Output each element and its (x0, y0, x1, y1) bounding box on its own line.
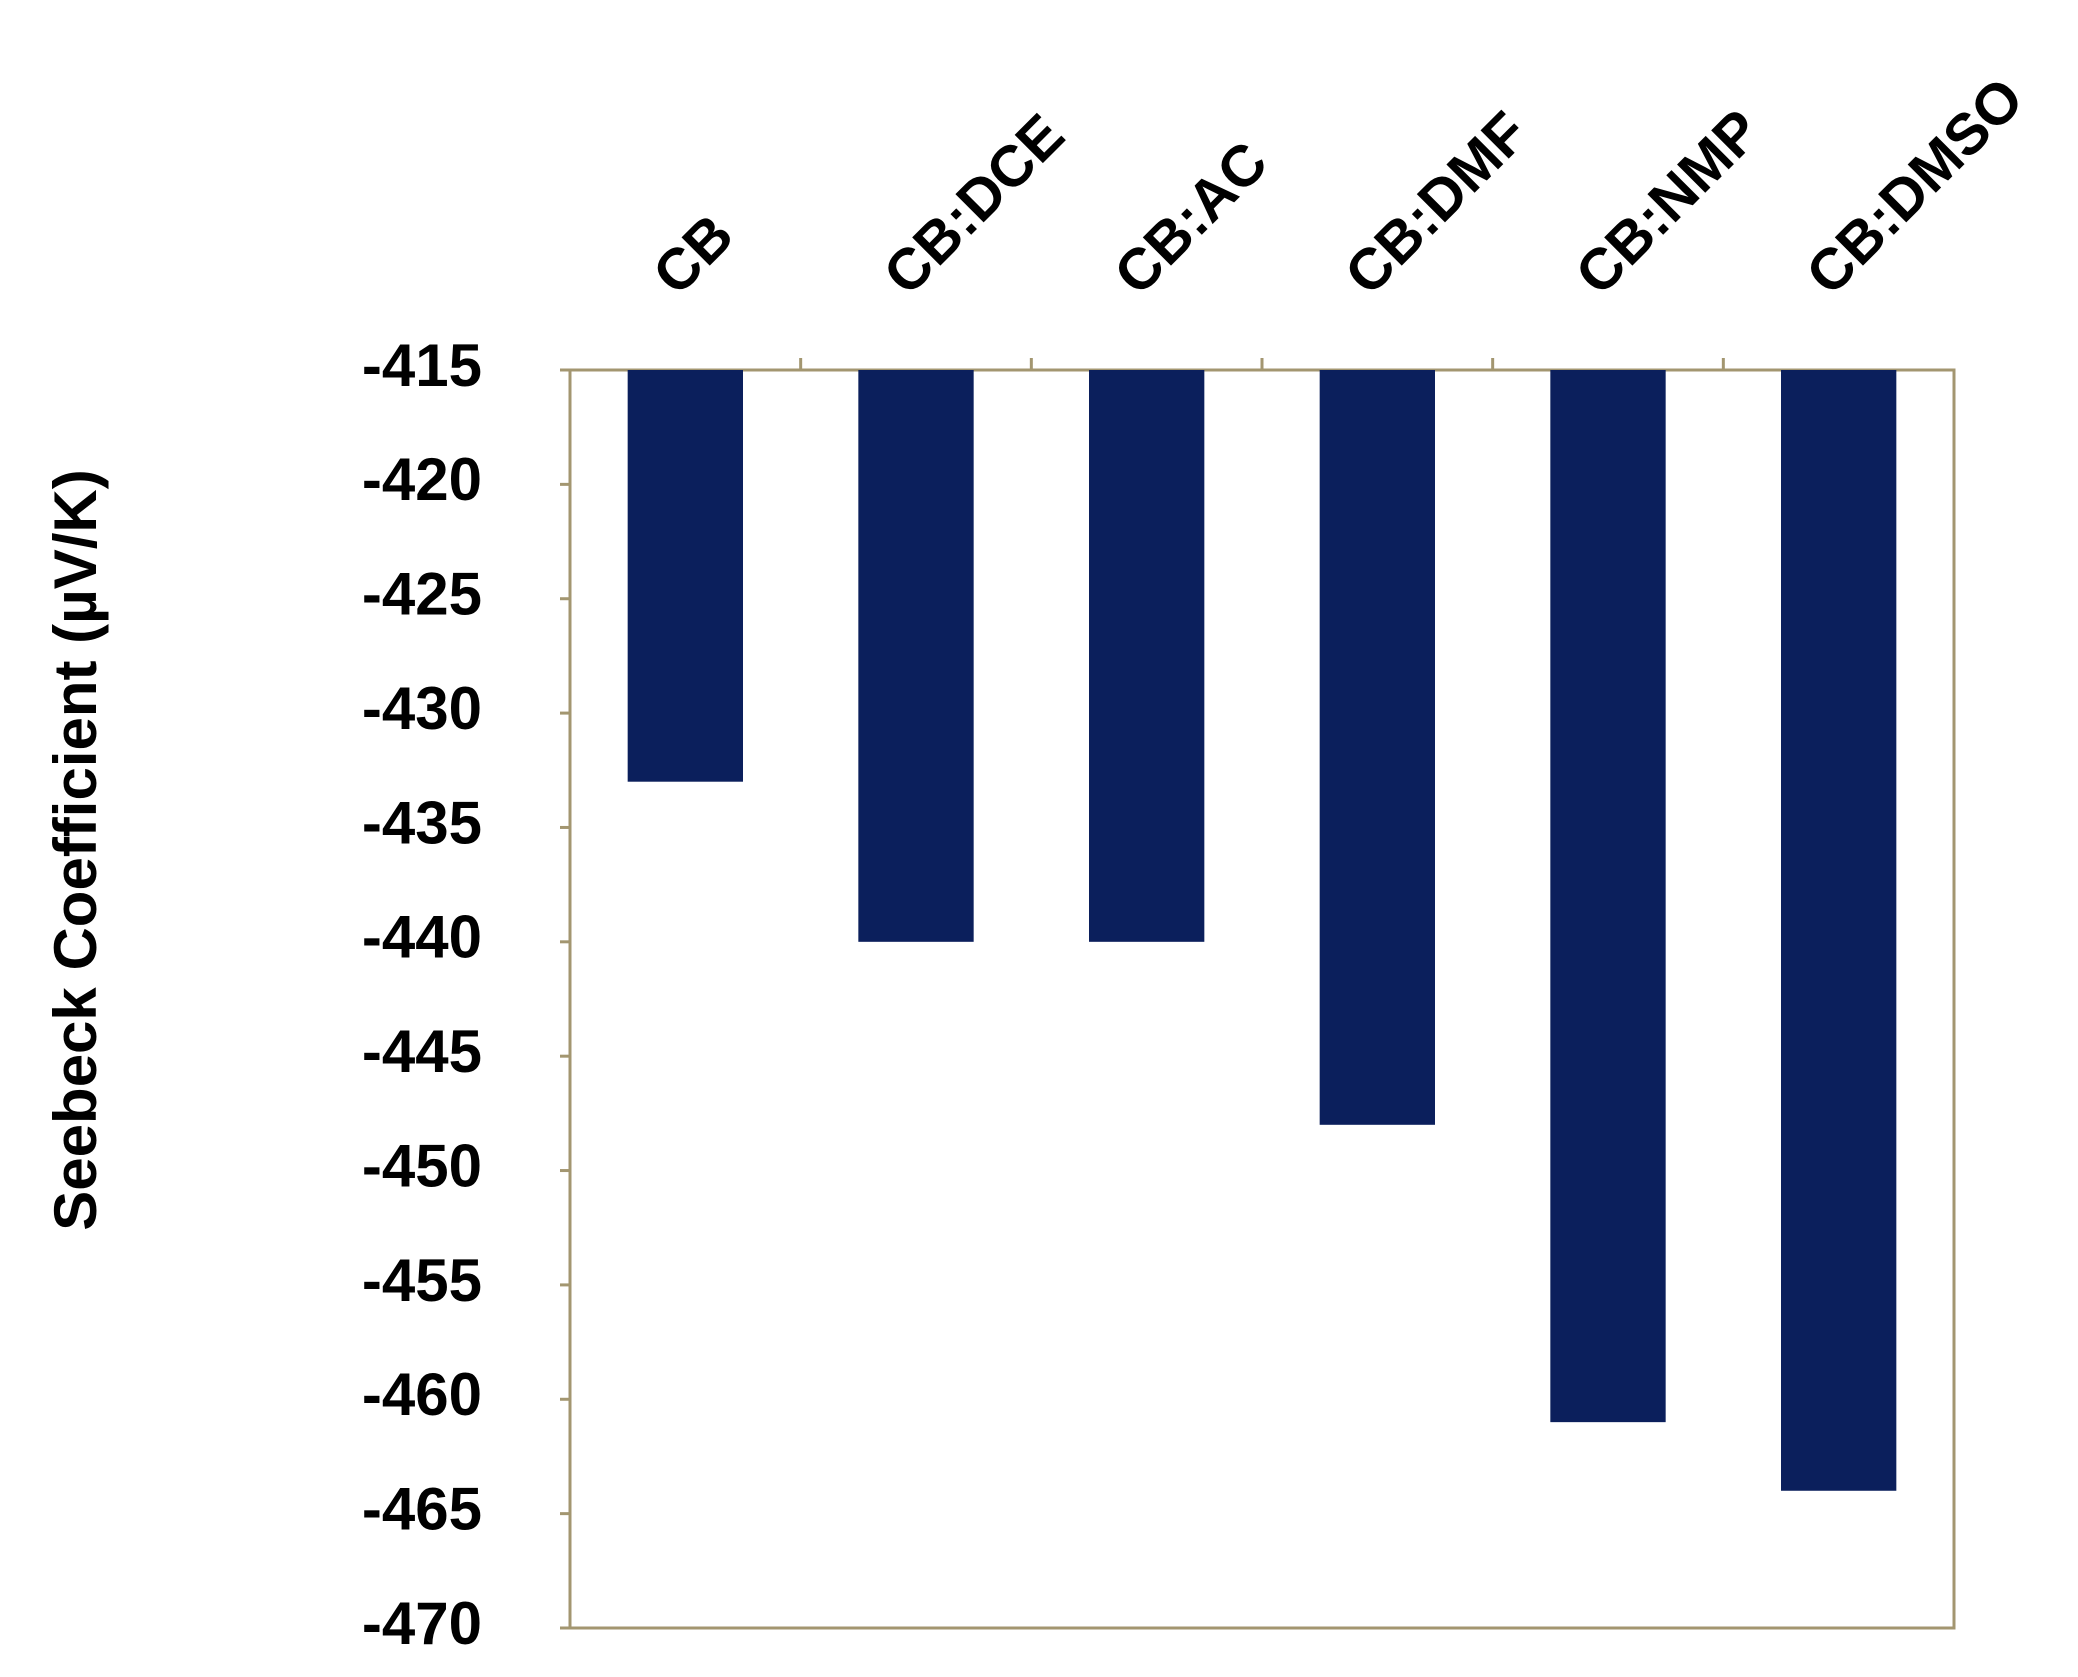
y-tick-label: -455 (362, 1247, 482, 1314)
y-tick-label: -465 (362, 1475, 482, 1542)
x-tick-label: CB:DCE (871, 102, 1076, 307)
y-tick-label: -460 (362, 1361, 482, 1428)
y-tick-label: -470 (362, 1590, 482, 1657)
y-tick-label: -440 (362, 904, 482, 971)
bar (1319, 370, 1435, 1125)
x-tick-label: CB:AC (1102, 129, 1280, 307)
x-tick-label: CB:DMF (1333, 100, 1541, 308)
y-axis-label: Seebeck Coefficient (µV/K) (42, 469, 109, 1230)
y-tick-label: -435 (362, 789, 482, 856)
bar (1089, 370, 1205, 942)
y-tick-label: -420 (362, 446, 482, 513)
y-tick-label: -430 (362, 675, 482, 742)
bar (627, 370, 743, 782)
x-tick-label: CB:NMP (1563, 97, 1773, 307)
x-tick-label: CB (641, 202, 746, 307)
y-tick-label: -415 (362, 332, 482, 399)
plot-frame (568, 368, 1956, 1630)
bar (1781, 370, 1897, 1491)
bar (858, 370, 974, 942)
bar (1550, 370, 1666, 1423)
x-tick-label: CB:DMSO (1794, 65, 2036, 307)
y-tick-label: -450 (362, 1132, 482, 1199)
y-tick-label: -445 (362, 1018, 482, 1085)
y-tick-label: -425 (362, 561, 482, 628)
